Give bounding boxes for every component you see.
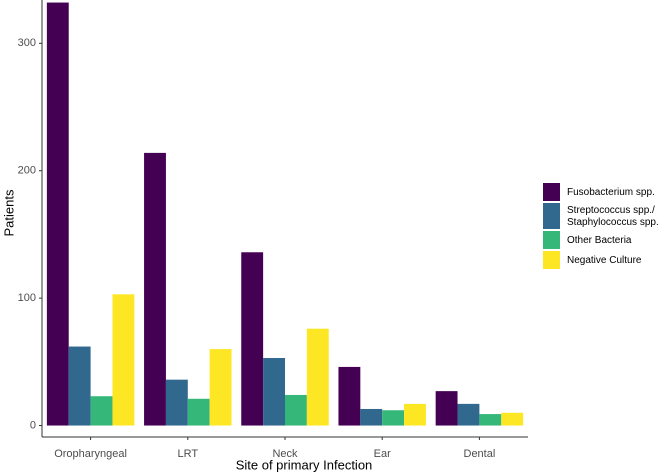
bar <box>263 358 285 426</box>
bar <box>46 2 69 426</box>
bar <box>241 252 264 426</box>
legend-key <box>543 251 560 269</box>
bar <box>306 328 329 426</box>
bar <box>479 414 502 426</box>
bar <box>112 294 135 426</box>
legend-key <box>543 203 560 229</box>
bar <box>338 366 361 426</box>
x-axis-title: Site of primary Infection <box>236 457 373 472</box>
y-tick-label: 0 <box>30 419 36 431</box>
y-tick-label: 200 <box>18 165 36 177</box>
bar <box>90 396 113 426</box>
bar <box>457 403 480 426</box>
x-tick-label: Oropharyngeal <box>54 448 127 460</box>
bar <box>404 403 426 426</box>
legend-key <box>543 183 560 201</box>
y-tick-label: 100 <box>18 292 36 304</box>
bar <box>285 394 307 426</box>
bar <box>187 398 210 426</box>
legend-key <box>543 231 560 249</box>
x-tick-label: Neck <box>272 448 298 460</box>
legend-label: Streptococcus spp./Staphylococcus spp. <box>567 205 659 228</box>
bar <box>382 410 405 426</box>
bar <box>209 349 232 426</box>
bar <box>501 412 524 426</box>
bar <box>360 408 383 426</box>
legend-label: Fusobacterium spp. <box>567 187 655 198</box>
bar <box>144 152 166 426</box>
bar <box>68 346 91 426</box>
bar <box>435 391 458 426</box>
legend-label: Negative Culture <box>567 255 642 266</box>
y-tick-label: 300 <box>18 37 36 49</box>
legend-label: Other Bacteria <box>567 235 632 246</box>
x-tick-label: Ear <box>374 448 391 460</box>
x-tick-label: LRT <box>178 448 199 460</box>
bar <box>165 379 188 426</box>
x-tick-label: Dental <box>464 448 496 460</box>
y-axis-title: Patients <box>1 189 16 236</box>
